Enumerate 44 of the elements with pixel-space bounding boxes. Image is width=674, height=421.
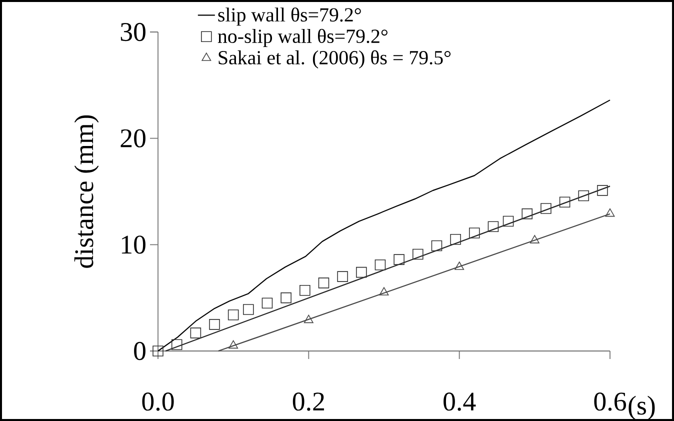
y-tick-label: 20 — [120, 129, 146, 148]
point — [379, 287, 389, 296]
y-tick-label: 30 — [120, 22, 146, 42]
point — [304, 314, 314, 324]
point — [300, 284, 310, 296]
point — [530, 235, 540, 244]
point — [450, 234, 461, 245]
point — [597, 185, 608, 196]
x-tick-label: 0.6 — [594, 392, 626, 411]
legend-label: slip wall θs=79.2° — [218, 7, 361, 26]
point — [559, 196, 570, 208]
point — [318, 278, 330, 288]
x-tick-label: 0.2 — [292, 392, 324, 411]
point — [171, 339, 182, 350]
point — [356, 266, 367, 278]
y-tick-label: 0 — [134, 342, 146, 360]
point — [502, 216, 514, 227]
y-tick-label: 10 — [122, 236, 146, 254]
point — [431, 240, 442, 252]
point — [469, 228, 480, 238]
point — [394, 254, 404, 265]
x-axis-title: (s) — [628, 396, 655, 420]
point — [374, 259, 386, 270]
point — [605, 208, 615, 217]
point — [243, 304, 254, 315]
point — [262, 298, 273, 309]
point — [228, 309, 239, 320]
point — [454, 262, 464, 270]
point — [337, 271, 348, 282]
point — [280, 292, 292, 304]
point — [228, 340, 238, 349]
point — [578, 190, 590, 202]
point — [152, 346, 164, 356]
y-axis-title: distance (mm) — [74, 115, 99, 268]
legend-label: Sakai et al. (2006) θs = 79.5° — [218, 50, 451, 68]
point — [190, 328, 202, 338]
point — [209, 319, 220, 330]
point — [540, 203, 552, 214]
point — [522, 208, 533, 220]
point — [412, 248, 424, 260]
x-tick-label: 0.4 — [444, 392, 476, 411]
legend-label: no-slip wall θs=79.2° — [218, 28, 388, 48]
x-tick-label: 0.0 — [142, 392, 174, 411]
point — [488, 221, 499, 232]
